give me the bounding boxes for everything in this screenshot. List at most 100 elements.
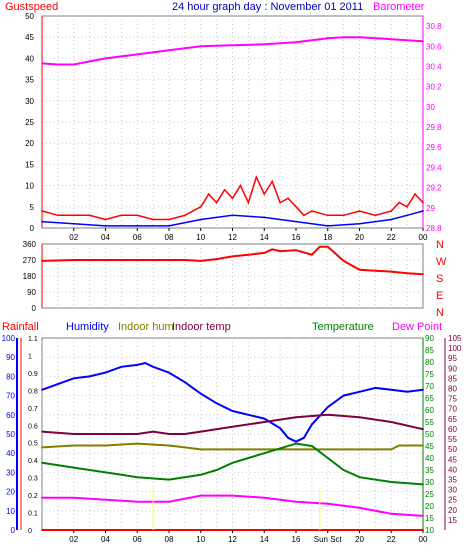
temperature-line-point bbox=[342, 469, 345, 471]
humidity-line-point bbox=[422, 388, 424, 391]
rainfall-tick-label: 0.1 bbox=[28, 511, 38, 518]
gust-tick-label: 35 bbox=[25, 76, 34, 85]
barometer-line-point bbox=[104, 57, 107, 60]
humidity-tick-label: 0 bbox=[11, 526, 16, 535]
dewpoint-tick-label: 65 bbox=[448, 415, 457, 424]
humidity-line-point bbox=[72, 377, 75, 380]
direction-tick-label: 0 bbox=[32, 304, 37, 313]
humidity-line-point bbox=[263, 417, 266, 420]
wind-direction-line-point bbox=[215, 258, 218, 261]
indoor-hum-line-point bbox=[41, 446, 43, 449]
dewpoint-tick-label: 100 bbox=[448, 344, 462, 353]
indoor-temp-line-point bbox=[72, 433, 75, 435]
temp-x-label: 04 bbox=[101, 535, 110, 544]
barometer-line-point bbox=[168, 49, 170, 52]
temperature-line-point bbox=[136, 476, 139, 479]
indoor-temp-line-point bbox=[231, 425, 234, 428]
barometer-line-point bbox=[342, 36, 345, 39]
barometer-line-point bbox=[199, 45, 202, 48]
humidity-line-point bbox=[152, 365, 155, 368]
humidity-line-point bbox=[287, 436, 289, 439]
barometer-line-point bbox=[41, 62, 43, 65]
indoor-hum-line-point bbox=[168, 444, 170, 447]
temperature-line-point bbox=[279, 447, 282, 450]
dew-point-line-point bbox=[231, 494, 234, 497]
indoor-hum-line-point bbox=[104, 444, 107, 447]
indoor-hum-line-point bbox=[326, 448, 329, 451]
indoor-hum-line-point bbox=[390, 448, 393, 451]
wind-direction-line-point bbox=[422, 273, 424, 276]
chart-title: 24 hour graph day : November 01 2011 bbox=[172, 1, 363, 13]
indoor-hum-line-point bbox=[358, 448, 361, 451]
gustspeed-line-point bbox=[287, 197, 289, 200]
temperature-line-point bbox=[168, 478, 170, 481]
gustspeed-line-point bbox=[183, 214, 186, 217]
wind-x-label: 08 bbox=[165, 233, 174, 242]
wind-direction-line-point bbox=[72, 259, 75, 261]
barometer-tick-label: 30.2 bbox=[426, 83, 442, 92]
gustspeed-line-point bbox=[72, 214, 75, 217]
indoor-temp-line-point bbox=[152, 430, 155, 433]
rainfall-tick-label: 0.2 bbox=[28, 493, 38, 500]
gustspeed-line-point bbox=[56, 214, 59, 217]
barometer-line-point bbox=[374, 37, 377, 40]
gustspeed-line-point bbox=[279, 201, 282, 204]
temperature-tick-label: 20 bbox=[425, 502, 434, 511]
humidity-line-point bbox=[183, 381, 186, 384]
barometer-tick-label: 29.2 bbox=[426, 184, 442, 193]
humidity-line-point bbox=[310, 423, 313, 426]
gustspeed-line-point bbox=[136, 214, 139, 217]
temperature-tick-label: 75 bbox=[425, 370, 434, 379]
humidity-line-point bbox=[326, 406, 329, 409]
wind-x-label: 22 bbox=[387, 233, 396, 242]
compass-label: N bbox=[436, 239, 444, 251]
temperature-line-point bbox=[422, 483, 424, 486]
temp-x-label: 14 bbox=[260, 535, 269, 544]
compass-label: E bbox=[436, 290, 443, 302]
wind-x-label: 18 bbox=[323, 233, 332, 242]
gustspeed-line-point bbox=[295, 205, 297, 208]
dew-point-line-point bbox=[72, 496, 75, 499]
temp-x-label: 12 bbox=[228, 535, 237, 544]
humidity-line-point bbox=[295, 440, 297, 443]
gustspeed-line-point bbox=[398, 201, 401, 204]
humidity-tick-label: 30 bbox=[6, 468, 15, 477]
gustspeed-line-point bbox=[104, 218, 107, 221]
dewpoint-tick-label: 25 bbox=[448, 496, 457, 505]
wind-direction-line-point bbox=[136, 259, 139, 261]
dew-point-line-point bbox=[390, 512, 393, 515]
barometer-tick-label: 29 bbox=[426, 204, 435, 213]
temperature-line-point bbox=[231, 461, 234, 464]
dewpoint-tick-label: 50 bbox=[448, 445, 457, 454]
humidity-line-point bbox=[342, 394, 345, 397]
gustspeed-line-point bbox=[215, 201, 218, 204]
wind-direction-line-point bbox=[390, 270, 393, 273]
gustspeed-line-point bbox=[414, 193, 416, 195]
dewpoint-tick-label: 30 bbox=[448, 486, 457, 495]
rainfall-tick-label: 0.4 bbox=[28, 458, 38, 465]
wind-x-label: 04 bbox=[101, 233, 110, 242]
temperature-line-point bbox=[326, 457, 329, 459]
dewpoint-tick-label: 95 bbox=[448, 354, 457, 363]
temperature-line-point bbox=[390, 481, 393, 483]
barometer-tick-label: 29.8 bbox=[426, 123, 442, 132]
gust-tick-label: 25 bbox=[25, 118, 34, 127]
barometer-line-point bbox=[422, 40, 424, 43]
legend-humidity: Humidity bbox=[66, 321, 109, 333]
gust-tick-label: 45 bbox=[25, 33, 34, 42]
dew-point-line-point bbox=[104, 498, 107, 501]
temperature-line bbox=[41, 442, 424, 486]
wind-x-label: 14 bbox=[260, 233, 269, 242]
direction-tick-label: 180 bbox=[23, 272, 37, 281]
indoor-temp-line-point bbox=[263, 421, 266, 423]
gustspeed-line-point bbox=[358, 210, 361, 212]
gustspeed-line-point bbox=[120, 214, 123, 217]
rainfall-tick-label: 0.7 bbox=[28, 406, 38, 413]
indoor-temp-line-point bbox=[183, 433, 186, 435]
dewpoint-tick-label: 40 bbox=[448, 465, 457, 474]
rainfall-tick-label: 0.8 bbox=[28, 388, 38, 395]
indoor-temp-line-point bbox=[358, 416, 361, 419]
indoor-hum-line-point bbox=[199, 448, 202, 451]
legend-rainfall: Rainfall bbox=[2, 321, 39, 333]
